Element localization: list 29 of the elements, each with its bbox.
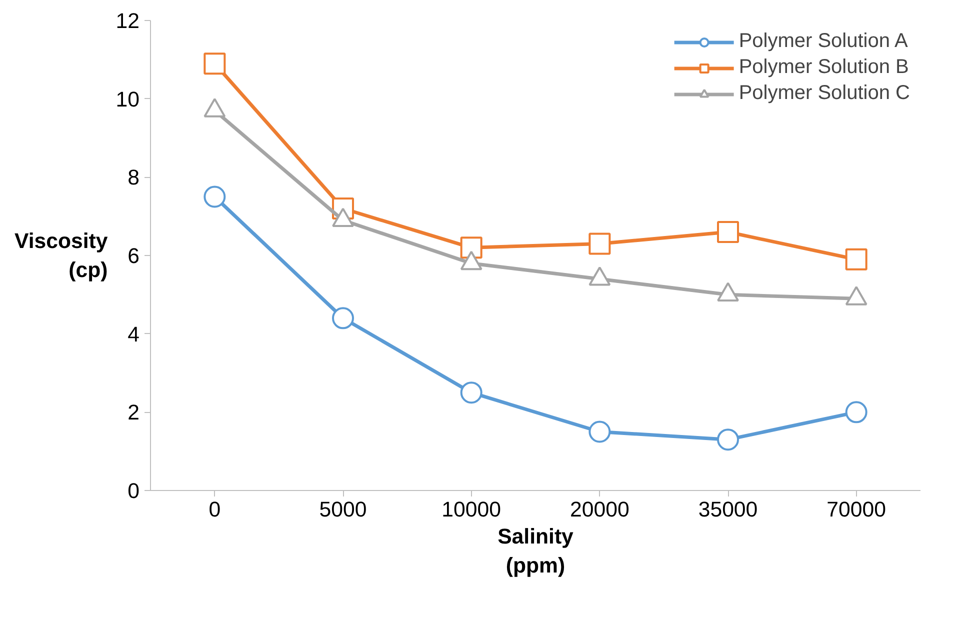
y-tick-label: 6 — [128, 244, 140, 268]
y-tick-label: 12 — [116, 9, 140, 33]
y-tick-label: 0 — [128, 479, 140, 503]
y-tick-label: 10 — [116, 87, 140, 112]
x-tick-label: 35000 — [698, 498, 758, 522]
y-tick-label: 4 — [128, 322, 140, 346]
point — [204, 52, 226, 75]
x-axis-title: Salinity (ppm) — [498, 524, 574, 578]
x-tick-label: 5000 — [319, 498, 367, 522]
point — [332, 307, 354, 330]
x-tick-label: 10000 — [442, 498, 502, 522]
point — [845, 401, 868, 424]
point — [845, 248, 868, 270]
x-tick-label: 20000 — [570, 498, 630, 522]
x-tick-label: 0 — [208, 498, 221, 522]
point — [717, 221, 739, 243]
legend-label: Polymer Solution C — [738, 82, 910, 105]
y-tick-label: 8 — [128, 166, 140, 190]
x-tick-label: 70000 — [826, 498, 886, 522]
legend-label: Polymer Solution A — [738, 30, 908, 53]
point — [204, 186, 226, 208]
point — [460, 236, 482, 259]
point — [588, 232, 611, 255]
point — [588, 420, 611, 443]
y-tick-label: 2 — [128, 400, 140, 425]
y-axis-title: Viscosity (cp) — [14, 229, 108, 282]
legend-label: Polymer Solution B — [738, 56, 909, 79]
point — [460, 382, 482, 404]
point — [717, 428, 739, 451]
